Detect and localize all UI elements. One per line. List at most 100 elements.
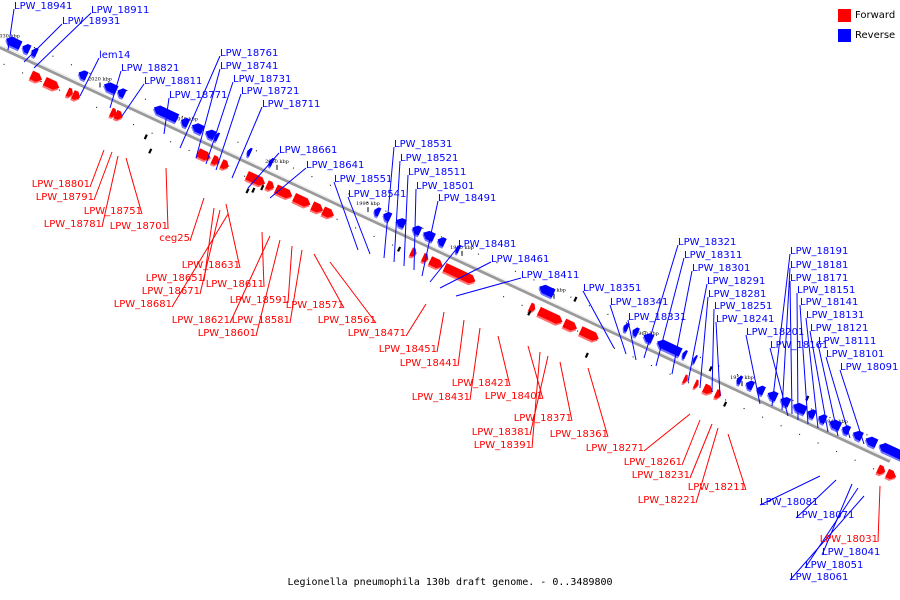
gene-arrow [191, 123, 205, 137]
gene-arrow-body [539, 284, 556, 298]
gene-arrow-body [181, 117, 191, 128]
strand-dot [126, 90, 128, 92]
leader-ceg25 [189, 197, 205, 242]
gene-arrow [864, 436, 879, 450]
leader-lpw-18581 [289, 249, 303, 324]
gene-label-lpw-18131: LPW_18131 [806, 310, 864, 321]
gene-label-lpw-18741: LPW_18741 [220, 61, 278, 72]
gene-label-lpw-18121: LPW_18121 [810, 323, 868, 334]
gene-label-lpw-18611: LPW_18611 [206, 279, 264, 290]
gene-arrow-body [71, 90, 81, 100]
gene-arrow [264, 180, 275, 192]
gene-arrow [622, 322, 630, 335]
leader-lpw-18791 [93, 151, 113, 201]
gene-label-lpw-18101: LPW_18101 [826, 349, 884, 360]
gene-label-lpw-18551: LPW_18551 [334, 174, 392, 185]
gene-label-lpw-18201: LPW_18201 [746, 327, 804, 338]
gene-arrow [691, 355, 698, 366]
gene-arrow-body [310, 201, 324, 213]
gene-label-lpw-18791: LPW_18791 [36, 192, 94, 203]
leader-lpw-18361 [587, 367, 609, 438]
gene-label-lpw-18701: LPW_18701 [110, 221, 168, 232]
leader-lpw-18181 [781, 267, 791, 411]
gene-label-lpw-18421: LPW_18421 [452, 378, 510, 389]
gene-arrow-body [623, 322, 630, 333]
gene-label-lpw-18481: LPW_18481 [458, 239, 516, 250]
gene-arrow [735, 375, 744, 387]
gene-arrow-body [736, 375, 744, 385]
gene-label-lpw-18141: LPW_18141 [800, 297, 858, 308]
gene-label-lpw-18491: LPW_18491 [438, 193, 496, 204]
gene-arrow-body [756, 385, 766, 396]
strand-dot [607, 313, 609, 315]
marker-tick [708, 366, 713, 372]
leader-lpw-18271 [643, 413, 691, 452]
gene-label-lpw-18561: LPW_18561 [318, 315, 376, 326]
legend-reverse-label: Reverse [855, 30, 896, 41]
leader-lpw-18251 [711, 308, 715, 393]
gene-label-lpw-18711: LPW_18711 [262, 99, 320, 110]
leader-lpw-18121 [809, 330, 829, 433]
leader-lpw-18601 [255, 239, 281, 337]
gene-arrow [108, 107, 117, 120]
strand-dot [736, 374, 738, 376]
leader-lpw-18711 [231, 106, 263, 179]
strand-dot [3, 63, 5, 65]
gene-arrow [42, 76, 60, 92]
gene-arrow-body [632, 327, 640, 337]
strand-dot [355, 227, 357, 229]
scale-label: 2020 kbp [88, 77, 112, 83]
strand-dot [440, 236, 442, 238]
gene-label-lpw-18681: LPW_18681 [114, 299, 172, 310]
gene-label-lpw-18511: LPW_18511 [408, 167, 466, 178]
leader-lpw-18241 [715, 321, 721, 397]
gene-arrow-body [682, 374, 688, 384]
strand-dot [96, 106, 98, 108]
leader-lpw-18571 [313, 253, 345, 309]
strand-dot [70, 64, 72, 66]
leader-lpw-18771 [163, 97, 170, 135]
gene-arrow [536, 306, 563, 326]
leader-lpw-18611 [261, 231, 265, 288]
gene-arrow-body [247, 147, 253, 157]
gene-arrow-body [113, 109, 123, 120]
gene-label-lpw-18811: LPW_18811 [144, 76, 202, 87]
strand-dot [151, 132, 153, 134]
genome-axis-shadow [0, 45, 891, 463]
gene-arrow-body [876, 464, 886, 475]
strand-dot [651, 365, 653, 367]
leader-lpw-18621 [229, 235, 271, 324]
leader-lpw-18331 [627, 319, 637, 361]
leader-lpw-18171 [789, 280, 793, 415]
gene-label-lpw-18361: LPW_18361 [550, 429, 608, 440]
gene-label-lpw-18441: LPW_18441 [400, 358, 458, 369]
gene-arrow-body [245, 171, 266, 186]
gene-arrow [28, 70, 43, 84]
gene-arrow [766, 391, 779, 404]
gene-arrow [244, 171, 266, 188]
gene-arrow [395, 218, 407, 231]
marker-tick [143, 134, 148, 140]
marker-tick [723, 401, 728, 407]
strand-dot [625, 322, 627, 324]
gene-label-lpw-18081: LPW_18081 [760, 497, 818, 508]
gene-arrow-body [205, 129, 217, 140]
leader-lpw-18211 [727, 433, 747, 491]
gene-arrow-body [693, 379, 699, 389]
strand-dot [366, 201, 368, 203]
marker-tick [584, 352, 589, 358]
gene-arrow-body [22, 43, 32, 54]
gene-arrow-body [852, 430, 864, 442]
legend: Forward Reverse [838, 8, 898, 48]
gene-label-lpw-18281: LPW_18281 [708, 289, 766, 300]
leader-lpw-18061 [789, 495, 865, 581]
gene-arrow [681, 350, 688, 361]
leader-lpw-18101 [825, 356, 851, 439]
leader-lpw-18911 [33, 12, 92, 69]
gene-label-ceg25: ceg25 [159, 233, 190, 244]
gene-arrow-body [395, 218, 407, 229]
gene-label-lpw-18051: LPW_18051 [805, 560, 863, 571]
strand-dot [22, 72, 24, 74]
gene-arrow-body [578, 326, 599, 341]
